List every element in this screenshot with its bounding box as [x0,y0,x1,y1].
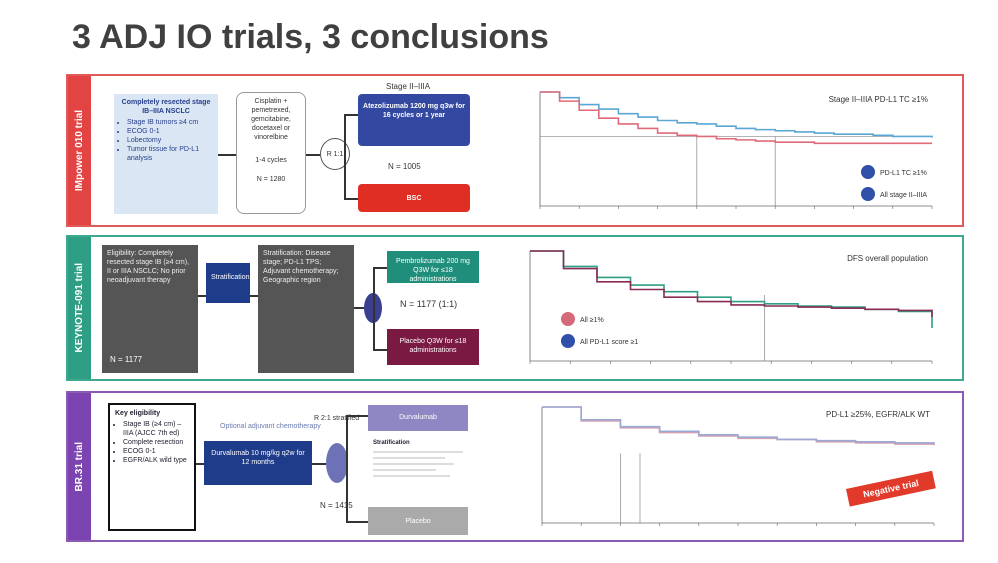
stratification-notes: Stratification [368,435,468,501]
panel-impower010: IMpower 010 trial Completely resected st… [66,74,964,227]
eligibility-item: Stage IB tumors ≥4 cm [127,118,213,127]
durvalumab-box: Durvalumab 10 mg/kg q2w for 12 months [204,441,312,485]
arm-atezolizumab: Atezolizumab 1200 mg q3w for 16 cycles o… [358,94,470,146]
slide-title: 3 ADJ IO trials, 3 conclusions [72,18,549,56]
chemo-cycles: 1-4 cycles [255,157,287,164]
eligibility-box: Eligibility: Completely resected stage I… [102,245,198,373]
optional-chemo-tag: Optional adjuvant chemotherapy [220,423,321,430]
chemo-box: Cisplatin + pemetrexed, gemcitabine, doc… [236,92,306,214]
badge-bg [846,470,936,507]
connector-line [312,463,326,465]
n-label: N = 1415 [320,501,353,510]
panel-side-label: KEYNOTE-091 trial [68,237,91,379]
km-plot-br31: PD-L1 ≥25%, EGFR/ALK WT Negative trial [541,406,936,526]
plot-label: Stage II–IIIA PD-L1 TC ≥1% [829,95,928,104]
km-curve [530,250,933,317]
eligibility-item: Tumor tissue for PD-L1 analysis [127,145,213,163]
eligibility-item: EGFR/ALK wild type [123,456,189,465]
randomization-circle [326,443,348,483]
plot-area [540,92,932,206]
panel-side-label: IMpower 010 trial [68,76,91,225]
legend-flag-icon [561,312,575,326]
plot-label: PD-L1 ≥25%, EGFR/ALK WT [826,410,930,419]
connector-line [354,307,364,309]
km-plot-impower010: Stage II–IIIA PD-L1 TC ≥1% PD-L1 TC ≥1% Al… [539,91,933,209]
chemo-text: Cisplatin + pemetrexed, gemcitabine, doc… [251,98,291,141]
n-label: N = 1177 (1:1) [400,299,458,309]
connector-line [218,154,236,156]
eligibility-box: Completely resected stage IB–IIIA NSCLC … [114,94,218,214]
legend-label: All ≥1% [580,317,604,324]
eligibility-item: ECOG 0-1 [127,127,213,136]
arm-placebo: Placebo Q3W for ≤18 administrations [387,329,479,365]
notes-heading: Stratification [373,440,410,446]
chemo-n: N = 1280 [256,176,286,183]
branch-line [344,114,346,198]
km-plot-keynote091: DFS overall population All ≥1% All PD-L1 s… [529,250,933,364]
eligibility-item: Complete resection [123,438,189,447]
branch-line [344,114,358,116]
plot-area [542,407,934,523]
legend-flag-icon [861,165,875,179]
negative-trial-badge: Negative trial [846,470,936,507]
panel-br31: BR.31 trial Key eligibility Stage IB (≥4… [66,391,964,542]
connector-line [198,295,206,297]
stratification-box: Stratification [206,263,250,303]
eligibility-item: Lobectomy [127,136,213,145]
legend-label: All stage II–IIIA [880,192,927,199]
legend-flag-icon [561,334,575,348]
branch-line [346,521,368,523]
stratification-details: Stratification: Disease stage; PD-L1 TPS… [258,245,354,373]
branch-line [344,198,358,200]
randomization-circle: R 1:1 [320,138,350,170]
n-label: N = 1005 [388,162,421,171]
branch-line [373,349,387,351]
arm-durvalumab: Durvalumab [368,405,468,431]
panel-keynote091: KEYNOTE-091 trial Eligibility: Completel… [66,235,964,381]
connector-line [250,295,258,297]
arm-pembrolizumab: Pembrolizumab 200 mg Q3W for ≤18 adminis… [387,251,479,283]
eligibility-heading: Completely resected stage IB–IIIA NSCLC [121,99,211,115]
stage-label: Stage II–IIIA [386,82,431,91]
legend-label: All PD-L1 score ≥1 [580,339,638,346]
eligibility-item: Stage IB (≥4 cm) – IIIA (AJCC 7th ed) [123,420,189,438]
arm-bsc: BSC [358,184,470,212]
km-curve [540,91,932,145]
randomization-note: R 2:1 stratified [314,415,360,422]
branch-line [373,267,387,269]
legend-flag-icon [861,187,875,201]
connector-line [196,463,204,465]
eligibility-item: ECOG 0-1 [123,447,189,456]
panel-side-label: BR.31 trial [68,393,91,540]
eligibility-box: Key eligibility Stage IB (≥4 cm) – IIIA … [108,403,196,531]
arm-placebo: Placebo [368,507,468,535]
branch-line [346,415,348,523]
connector-line [306,154,320,156]
km-curve [542,406,935,445]
km-curve [540,91,933,138]
eligibility-heading: Key eligibility [115,410,161,417]
n-total: N = 1177 [110,355,143,364]
branch-line [346,415,368,417]
plot-label: DFS overall population [847,254,928,263]
legend-label: PD-L1 TC ≥1% [880,170,927,177]
branch-line [373,267,375,349]
